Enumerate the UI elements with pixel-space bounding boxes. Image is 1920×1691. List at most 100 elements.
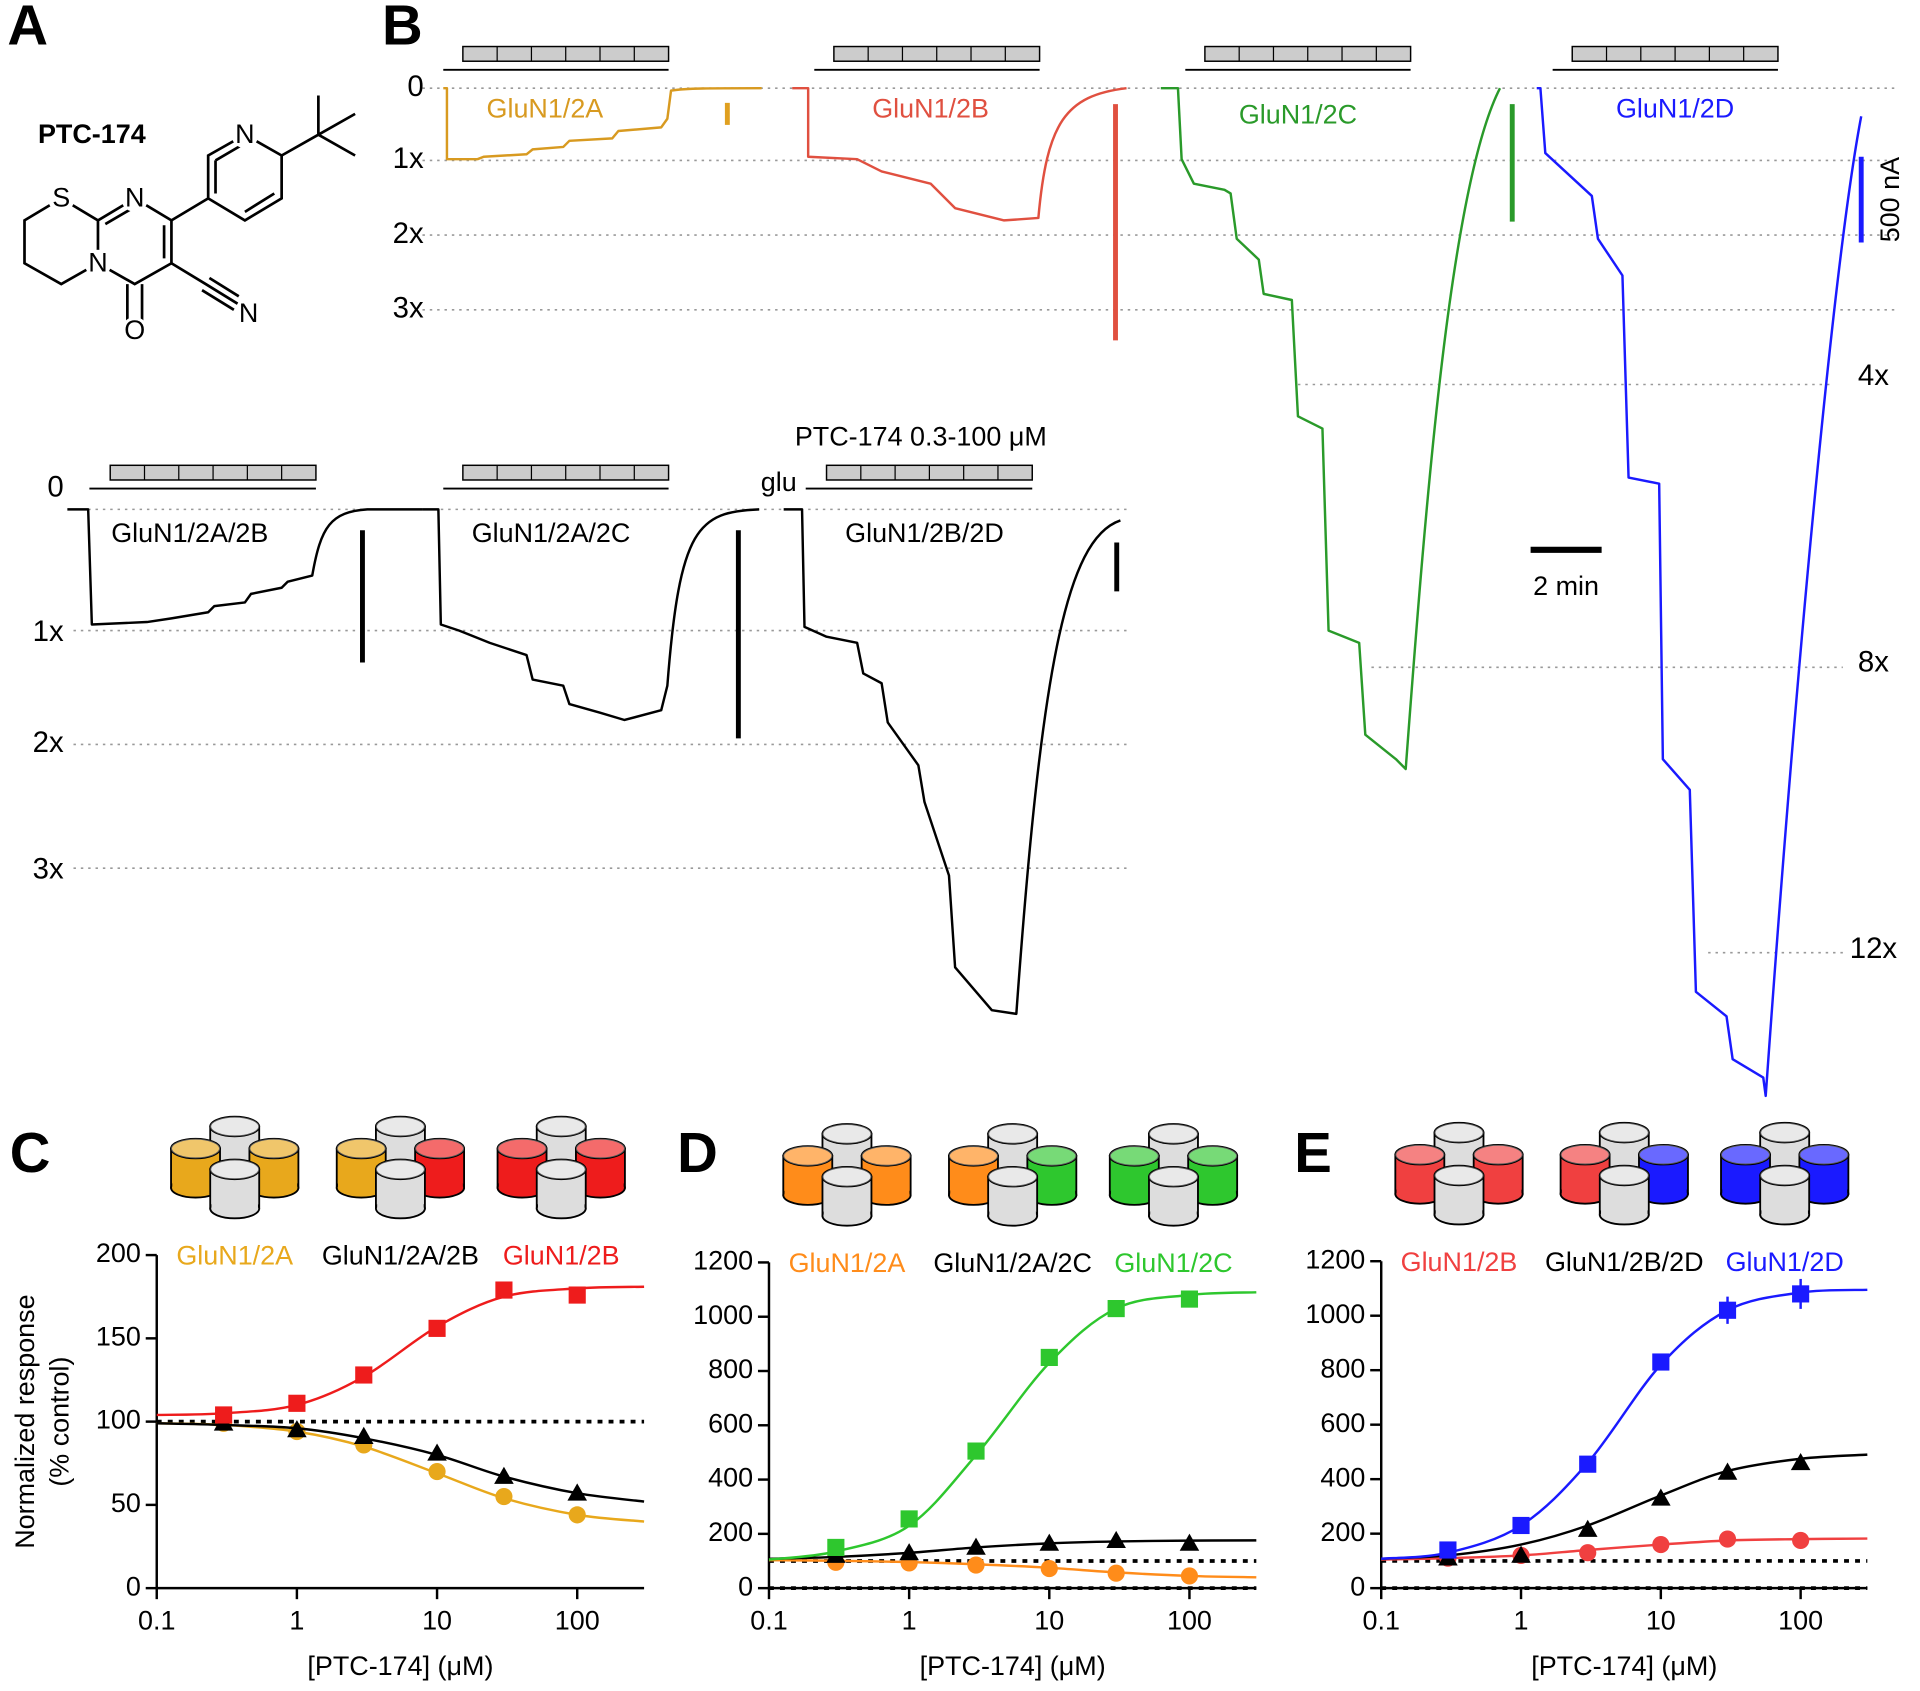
level-label: 8x bbox=[1858, 645, 1889, 678]
receptor-icon bbox=[822, 1124, 872, 1144]
receptor-icon bbox=[948, 1123, 1078, 1227]
atom-label: N bbox=[125, 183, 144, 213]
receptor-label: GluN1/2C bbox=[1239, 99, 1357, 129]
y-tick-label: 200 bbox=[1320, 1517, 1365, 1547]
panel-label: C bbox=[10, 1121, 51, 1184]
marker bbox=[1579, 1544, 1597, 1562]
receptor-icon bbox=[1599, 1122, 1649, 1143]
y-tick-label: 200 bbox=[96, 1238, 141, 1268]
receptor-icon bbox=[575, 1138, 625, 1159]
traces bbox=[67, 86, 1863, 1098]
marker bbox=[567, 1483, 588, 1501]
receptor-icon bbox=[210, 1159, 260, 1180]
legend-label: GluN1/2B bbox=[503, 1241, 620, 1271]
receptor-icon bbox=[1473, 1144, 1523, 1165]
legend-label: GluN1/2A bbox=[176, 1241, 293, 1271]
marker bbox=[827, 1538, 845, 1557]
atom-mask bbox=[47, 184, 75, 212]
receptor-icon bbox=[1759, 1121, 1811, 1144]
x-tick-label: 0.1 bbox=[1363, 1606, 1400, 1636]
y-tick-label: 150 bbox=[96, 1321, 141, 1351]
chemical-structure bbox=[23, 95, 356, 321]
marker bbox=[568, 1506, 586, 1524]
level-label: 3x bbox=[33, 852, 64, 885]
receptor-icon bbox=[336, 1138, 386, 1159]
marker bbox=[1039, 1533, 1060, 1551]
panel-label: A bbox=[7, 0, 48, 56]
level-label: 0 bbox=[407, 70, 423, 103]
receptor-icon bbox=[1433, 1121, 1485, 1144]
x-tick-label: 1 bbox=[902, 1606, 917, 1636]
y-tick-label: 0 bbox=[1350, 1571, 1365, 1601]
receptor-label: GluN1/2A/2C bbox=[472, 518, 631, 548]
receptor-icon bbox=[1472, 1143, 1524, 1166]
marker bbox=[900, 1510, 918, 1528]
marker bbox=[1512, 1516, 1530, 1535]
marker bbox=[1040, 1560, 1058, 1578]
x-tick-label: 100 bbox=[1778, 1606, 1823, 1636]
receptor-label: GluN1/2B/2D bbox=[845, 518, 1004, 548]
y-axis-label: (% control) bbox=[44, 1357, 74, 1487]
y-tick-label: 0 bbox=[126, 1571, 141, 1601]
atom-mask bbox=[84, 249, 112, 277]
marker bbox=[495, 1487, 513, 1506]
receptor-icon bbox=[987, 1123, 1039, 1145]
receptor-icon bbox=[987, 1166, 1039, 1188]
receptor-icon bbox=[782, 1145, 834, 1167]
atom-mask bbox=[231, 121, 259, 149]
receptor-icon bbox=[783, 1146, 833, 1166]
receptor-icon bbox=[1798, 1143, 1850, 1166]
receptor-icon bbox=[1598, 1121, 1650, 1144]
marker bbox=[287, 1420, 307, 1438]
marker bbox=[428, 1463, 446, 1481]
marker bbox=[1792, 1285, 1810, 1303]
y-tick-label: 600 bbox=[1320, 1408, 1365, 1438]
receptor-icon bbox=[1148, 1124, 1198, 1144]
receptor-icon bbox=[1760, 1122, 1810, 1143]
receptor-icon bbox=[335, 1115, 466, 1220]
receptor-icon bbox=[575, 1137, 626, 1160]
receptor-icon bbox=[1721, 1144, 1771, 1165]
scale-label: 500 nA bbox=[1875, 157, 1905, 242]
atom-label: N bbox=[239, 298, 258, 328]
receptor-icon bbox=[335, 1137, 387, 1160]
panel-label: B bbox=[382, 0, 423, 56]
receptor-icon bbox=[375, 1158, 426, 1181]
receptor-icon bbox=[1720, 1121, 1850, 1226]
fit-curve bbox=[156, 1285, 645, 1417]
y-tick-label: 600 bbox=[708, 1408, 753, 1438]
atom-mask bbox=[121, 317, 149, 345]
legend-label: GluN1/2B/2D bbox=[1545, 1247, 1704, 1277]
marker bbox=[353, 1426, 374, 1444]
receptor-icon bbox=[821, 1123, 873, 1145]
receptor-icon bbox=[171, 1138, 221, 1159]
x-axis-label: [PTC-174] (μM) bbox=[1531, 1651, 1717, 1681]
marker bbox=[495, 1281, 513, 1299]
legend-label: GluN1/2C bbox=[1114, 1248, 1232, 1278]
application-label: PTC-174 0.3-100 μM bbox=[795, 421, 1047, 451]
y-tick-label: 0 bbox=[738, 1571, 753, 1601]
marker bbox=[1651, 1488, 1671, 1506]
level-label: 4x bbox=[1858, 359, 1889, 392]
receptor-icon bbox=[1148, 1166, 1199, 1188]
marker bbox=[1040, 1348, 1058, 1367]
marker bbox=[1179, 1533, 1200, 1551]
atom-label: S bbox=[52, 183, 70, 213]
receptor-icon bbox=[170, 1137, 221, 1160]
legend-label: GluN1/2A/2C bbox=[933, 1248, 1092, 1278]
marker bbox=[899, 1543, 919, 1561]
level-label: 2x bbox=[33, 726, 64, 759]
receptor-icon bbox=[821, 1166, 873, 1188]
x-tick-label: 10 bbox=[1034, 1606, 1064, 1636]
receptor-icon bbox=[375, 1116, 425, 1137]
marker bbox=[1107, 1300, 1125, 1318]
atom-label: N bbox=[235, 119, 254, 149]
receptor-icon bbox=[1559, 1121, 1689, 1226]
atom-label: N bbox=[88, 248, 107, 278]
receptor-icon bbox=[1434, 1165, 1484, 1186]
receptor-icon bbox=[1395, 1144, 1445, 1165]
receptor-icon bbox=[1108, 1145, 1160, 1167]
marker bbox=[494, 1466, 514, 1484]
receptor-icon bbox=[1394, 1143, 1446, 1166]
marker bbox=[1652, 1353, 1670, 1371]
